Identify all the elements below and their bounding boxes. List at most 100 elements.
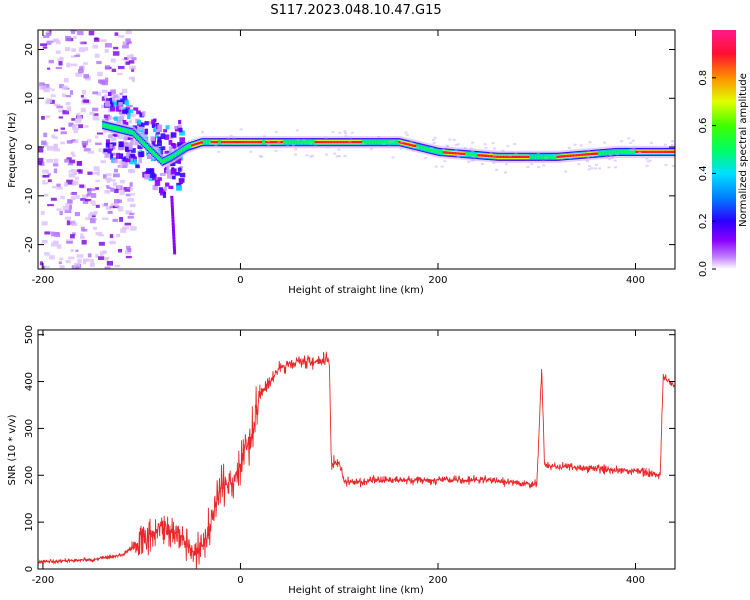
heat-cell bbox=[81, 140, 89, 146]
heat-cell bbox=[471, 159, 475, 162]
heat-cell bbox=[72, 232, 76, 236]
heat-cell bbox=[142, 111, 146, 117]
heat-cell bbox=[101, 89, 108, 93]
heat-cell bbox=[72, 127, 79, 130]
heat-cell bbox=[93, 166, 100, 172]
heat-cell bbox=[56, 244, 62, 249]
heat-cell bbox=[128, 119, 132, 124]
heat-cell bbox=[295, 129, 299, 132]
heat-cell bbox=[83, 259, 87, 265]
heat-cell bbox=[69, 159, 76, 164]
heat-cell bbox=[646, 160, 650, 163]
heat-cell bbox=[471, 150, 475, 153]
heat-cell bbox=[60, 196, 65, 200]
heat-cell bbox=[56, 183, 61, 188]
heat-cell bbox=[70, 168, 76, 172]
heat-cell bbox=[51, 185, 57, 189]
heat-cell bbox=[174, 172, 181, 176]
heat-cell bbox=[404, 131, 408, 134]
heat-cell bbox=[122, 226, 130, 230]
heat-cell bbox=[613, 166, 617, 169]
x-tick-label: 0 bbox=[237, 275, 243, 286]
heat-cell bbox=[171, 213, 175, 217]
heat-cell bbox=[249, 150, 253, 153]
heat-cell bbox=[105, 177, 112, 181]
y-tick-label: 400 bbox=[24, 372, 35, 391]
heat-cell bbox=[452, 138, 456, 141]
heat-cell bbox=[362, 143, 366, 146]
heat-cell bbox=[77, 30, 84, 36]
heat-cell bbox=[530, 163, 534, 166]
spectrogram-xlabel: Height of straight line (km) bbox=[288, 285, 424, 296]
heat-cell bbox=[124, 100, 129, 106]
heat-cell bbox=[50, 94, 56, 98]
heat-cell bbox=[65, 35, 72, 41]
heat-cell bbox=[170, 201, 174, 205]
heat-cell bbox=[103, 174, 107, 179]
heat-cell bbox=[45, 32, 52, 37]
spectrogram-ylabel: Frequency (Hz) bbox=[7, 112, 18, 188]
heat-cell bbox=[454, 144, 458, 147]
heat-cell bbox=[125, 146, 130, 152]
heat-cell bbox=[110, 153, 114, 160]
heat-cell bbox=[62, 110, 70, 115]
heat-cell bbox=[165, 182, 170, 187]
heat-cell bbox=[619, 140, 623, 143]
heat-cell bbox=[471, 141, 475, 144]
heat-cell bbox=[43, 35, 50, 38]
heat-cell bbox=[60, 131, 67, 135]
heat-cell bbox=[71, 55, 76, 58]
heat-cell bbox=[112, 51, 120, 56]
heat-cell bbox=[75, 194, 80, 199]
y-tick-label: -10 bbox=[24, 188, 35, 204]
heat-cell bbox=[399, 147, 403, 150]
heat-cell bbox=[262, 135, 266, 138]
heat-cell bbox=[391, 156, 395, 159]
heat-cell bbox=[54, 232, 60, 235]
heat-cell bbox=[167, 134, 174, 140]
heat-cell bbox=[121, 164, 128, 168]
heat-cell bbox=[114, 264, 121, 268]
heat-cell bbox=[125, 38, 131, 44]
heat-cell bbox=[170, 207, 174, 211]
heat-cell bbox=[79, 184, 85, 188]
heat-cell bbox=[138, 151, 143, 158]
heat-cell bbox=[89, 211, 97, 216]
heat-cell bbox=[94, 37, 99, 40]
heat-cell bbox=[44, 265, 50, 268]
heat-cell bbox=[151, 119, 156, 125]
heat-cell bbox=[79, 41, 85, 45]
heat-cell bbox=[68, 204, 73, 210]
heat-cell bbox=[537, 166, 541, 169]
heat-cell bbox=[358, 140, 362, 144]
heat-cell bbox=[170, 198, 174, 202]
heat-cell bbox=[43, 193, 49, 197]
heat-cell bbox=[110, 89, 116, 95]
heat-cell bbox=[42, 179, 46, 185]
heat-cell bbox=[71, 139, 76, 142]
heat-cell bbox=[43, 89, 50, 93]
heat-cell bbox=[454, 149, 458, 152]
heat-cell bbox=[126, 104, 133, 108]
heat-cell bbox=[63, 78, 69, 83]
heat-cell bbox=[70, 248, 74, 253]
heat-cell bbox=[101, 80, 109, 86]
heat-cell bbox=[595, 152, 599, 155]
heat-cell bbox=[629, 141, 633, 144]
x-tick-label: 0 bbox=[237, 575, 243, 586]
heat-cell bbox=[148, 121, 153, 125]
heat-cell bbox=[88, 213, 95, 218]
heat-cell bbox=[434, 165, 438, 168]
heat-cell bbox=[126, 41, 132, 44]
heat-cell bbox=[81, 226, 85, 232]
heat-cell bbox=[55, 50, 61, 54]
heat-cell bbox=[130, 113, 136, 117]
heat-cell bbox=[147, 153, 153, 160]
snr-ticks: -200 0 200 400 0 100 200 300 400 500 bbox=[24, 325, 675, 586]
heat-cell bbox=[87, 190, 92, 195]
snr-frame bbox=[37, 329, 676, 570]
heat-cell bbox=[113, 168, 119, 173]
heat-cell bbox=[107, 210, 113, 214]
heat-cell bbox=[326, 146, 330, 149]
heat-cell bbox=[129, 193, 135, 196]
